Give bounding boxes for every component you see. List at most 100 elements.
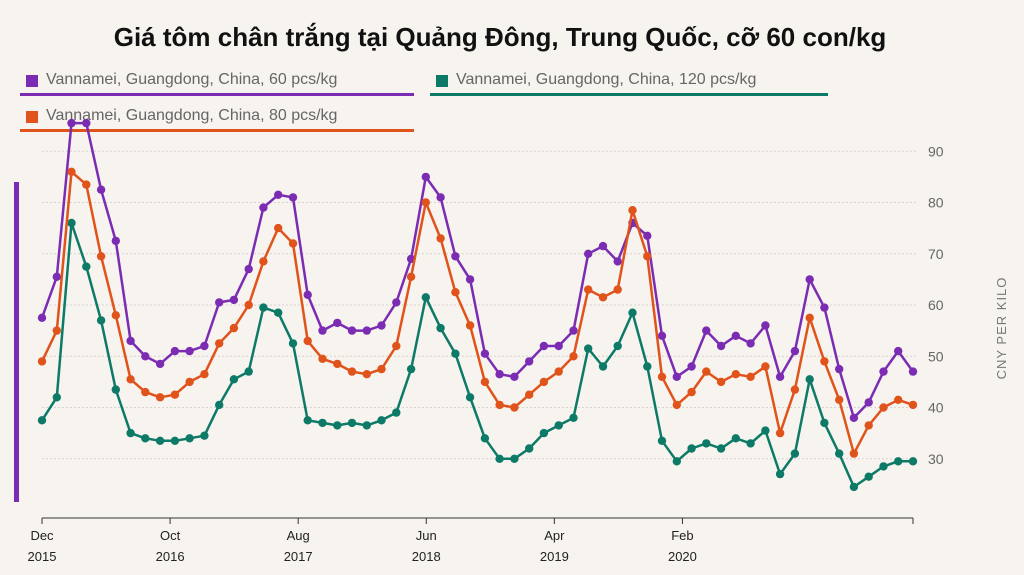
point-s80-50 [775, 428, 785, 438]
point-s80-21 [347, 367, 357, 376]
point-s80-2 [67, 167, 76, 176]
point-s60-10 [185, 346, 194, 356]
y-tick-label-70: 70 [928, 246, 944, 262]
legend-underline-80 [20, 129, 414, 132]
point-s120-21 [347, 418, 357, 428]
point-s80-44 [687, 387, 696, 397]
point-s60-15 [259, 203, 268, 212]
point-s60-8 [155, 359, 165, 369]
point-s60-47 [731, 331, 740, 340]
point-s120-43 [672, 457, 681, 466]
point-s80-42 [657, 372, 667, 381]
point-s80-17 [288, 239, 298, 248]
legend-swatch-60 [26, 75, 38, 87]
point-s80-45 [702, 367, 711, 376]
point-s60-27 [436, 193, 445, 202]
point-s80-6 [126, 375, 135, 384]
point-s80-52 [805, 313, 814, 322]
point-s120-25 [406, 364, 416, 374]
point-s60-20 [333, 318, 342, 328]
point-s80-34 [539, 377, 549, 387]
point-s120-33 [525, 444, 534, 453]
point-s80-55 [849, 449, 859, 458]
point-s80-56 [864, 421, 873, 430]
x-tick-month-2: Aug [287, 528, 310, 543]
point-s80-15 [259, 257, 268, 266]
point-s120-46 [716, 444, 726, 453]
point-s60-38 [598, 241, 608, 251]
point-s120-39 [613, 341, 622, 351]
point-s60-59 [908, 367, 918, 376]
point-s60-36 [569, 326, 578, 335]
point-s120-13 [229, 375, 239, 384]
point-s80-8 [155, 393, 165, 402]
point-s120-54 [835, 449, 844, 458]
accent-bar [14, 182, 19, 502]
legend-swatch-120 [436, 75, 448, 87]
point-s60-58 [894, 346, 903, 356]
point-s80-26 [421, 198, 430, 207]
legend-label-80: Vannamei, Guangdong, China, 80 pcs/kg [46, 107, 338, 124]
point-s80-49 [761, 362, 770, 371]
point-s60-46 [716, 341, 726, 351]
point-s120-17 [288, 339, 298, 348]
point-s120-4 [96, 316, 106, 325]
x-tick-month-0: Dec [30, 528, 54, 543]
point-s80-13 [229, 323, 239, 333]
point-s60-41 [643, 231, 652, 240]
point-s60-26 [421, 172, 430, 182]
point-s80-7 [141, 387, 150, 397]
point-s60-32 [510, 372, 519, 381]
point-s80-0 [37, 357, 47, 366]
point-s60-30 [480, 349, 490, 358]
point-s120-3 [82, 262, 91, 271]
legend-underline-120 [430, 93, 828, 96]
point-s80-46 [716, 377, 726, 387]
legend-item-120[interactable]: Vannamei, Guangdong, China, 120 pcs/kg [430, 70, 828, 96]
point-s120-26 [421, 293, 430, 302]
point-s60-37 [584, 249, 593, 258]
point-s60-0 [37, 313, 47, 322]
point-s60-42 [657, 331, 667, 340]
point-s80-57 [879, 403, 888, 412]
point-s60-50 [775, 372, 785, 381]
point-s60-56 [864, 398, 873, 407]
point-s80-16 [274, 223, 283, 233]
x-tick-year-2: 2017 [284, 549, 313, 564]
point-s120-10 [185, 434, 194, 443]
point-s60-7 [141, 352, 150, 361]
point-s120-35 [554, 421, 563, 430]
point-s120-40 [628, 308, 637, 317]
point-s120-1 [52, 393, 61, 402]
point-s120-6 [126, 428, 135, 438]
point-s60-13 [229, 295, 239, 305]
point-s80-27 [436, 234, 445, 243]
point-s80-37 [584, 285, 593, 294]
point-s120-55 [849, 482, 859, 492]
point-s120-45 [702, 439, 711, 448]
legend-label-60: Vannamei, Guangdong, China, 60 pcs/kg [46, 71, 338, 88]
point-s60-17 [288, 193, 298, 202]
point-s80-31 [495, 400, 504, 410]
point-s120-51 [790, 449, 800, 458]
point-s80-39 [613, 285, 622, 294]
point-s80-12 [215, 339, 224, 348]
legend-item-60[interactable]: Vannamei, Guangdong, China, 60 pcs/kg [20, 70, 414, 96]
point-s120-27 [436, 323, 445, 333]
point-s120-31 [495, 454, 504, 463]
point-s120-0 [37, 416, 47, 425]
point-s120-20 [333, 421, 342, 430]
legend-item-80[interactable]: Vannamei, Guangdong, China, 80 pcs/kg [20, 106, 414, 132]
x-tick-year-4: 2019 [540, 549, 569, 564]
point-s60-53 [820, 303, 829, 312]
point-s80-47 [731, 370, 740, 379]
point-s80-3 [82, 180, 91, 189]
point-s120-57 [879, 462, 888, 471]
point-s120-28 [451, 349, 460, 358]
point-s60-16 [274, 190, 283, 199]
point-s80-4 [96, 252, 106, 261]
point-s80-33 [525, 390, 534, 399]
point-s120-34 [539, 428, 549, 438]
x-tick-month-3: Jun [416, 528, 437, 543]
point-s60-48 [746, 339, 755, 348]
